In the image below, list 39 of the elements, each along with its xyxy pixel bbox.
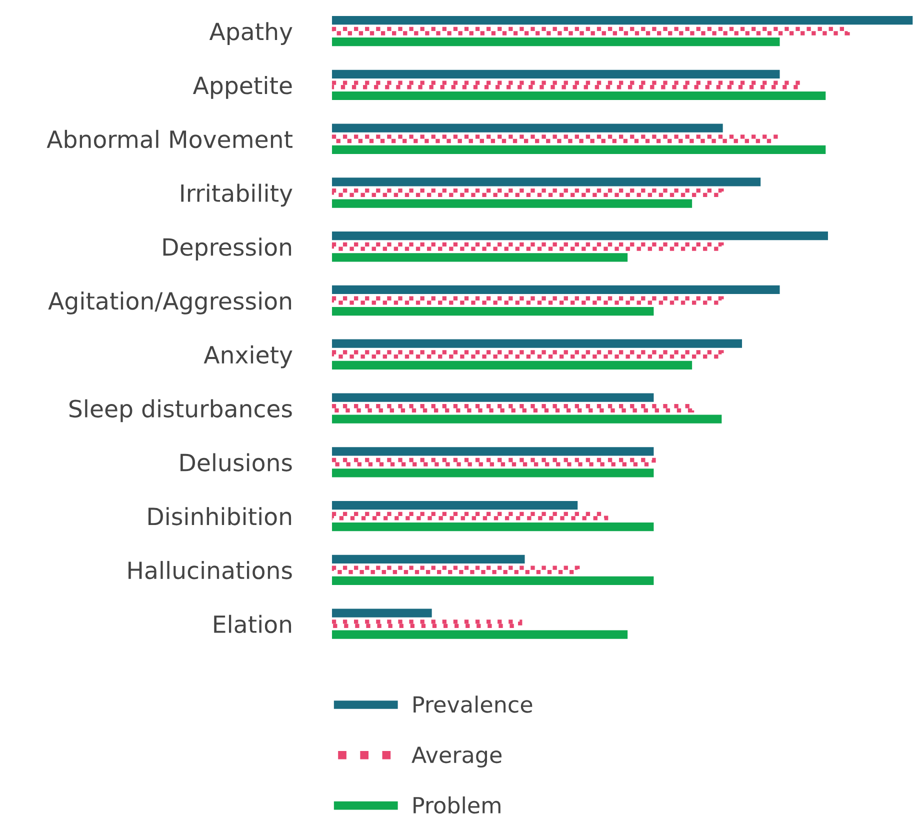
- bar: [332, 306, 654, 316]
- y-tick-label: Anxiety: [204, 345, 292, 368]
- legend-label: Prevalence: [414, 696, 532, 713]
- bar: [332, 576, 654, 586]
- bar: [332, 91, 826, 100]
- bar: [332, 253, 628, 262]
- bar: [332, 232, 828, 240]
- y-tick-label: Irritability: [181, 184, 292, 207]
- y-tick-label: Delusions: [180, 453, 292, 472]
- bar: [332, 70, 780, 79]
- bar: [332, 608, 432, 618]
- bar: [332, 16, 913, 25]
- bar: [332, 145, 826, 154]
- y-tick-label: Agitation/Aggression: [48, 292, 292, 314]
- legend-label: Problem: [414, 796, 500, 814]
- y-tick-label: Abnormal Movement: [46, 130, 292, 148]
- bar: [332, 447, 654, 456]
- legend-label: Average: [412, 746, 502, 768]
- y-tick-label: Hallucinations: [128, 560, 292, 580]
- y-tick-label: Elation: [214, 614, 292, 634]
- bar: [332, 522, 654, 532]
- bar: [332, 554, 525, 564]
- bar: [332, 360, 692, 370]
- y-tick-label: Apathy: [209, 22, 292, 45]
- bar: [332, 393, 654, 402]
- y-tick-label: Depression: [163, 238, 292, 261]
- y-tick-label: Appetite: [192, 76, 292, 99]
- bar: [332, 199, 692, 208]
- bar: [332, 468, 654, 478]
- bar: [332, 285, 780, 294]
- bar: [332, 630, 628, 639]
- bar: [332, 124, 723, 132]
- bar: [332, 178, 761, 186]
- y-tick-label: Disinhibition: [148, 507, 292, 526]
- bar: [332, 414, 722, 424]
- y-tick-label: Sleep disturbances: [69, 399, 292, 422]
- bar: [332, 339, 742, 348]
- bar: [332, 500, 578, 510]
- bar: [332, 38, 780, 46]
